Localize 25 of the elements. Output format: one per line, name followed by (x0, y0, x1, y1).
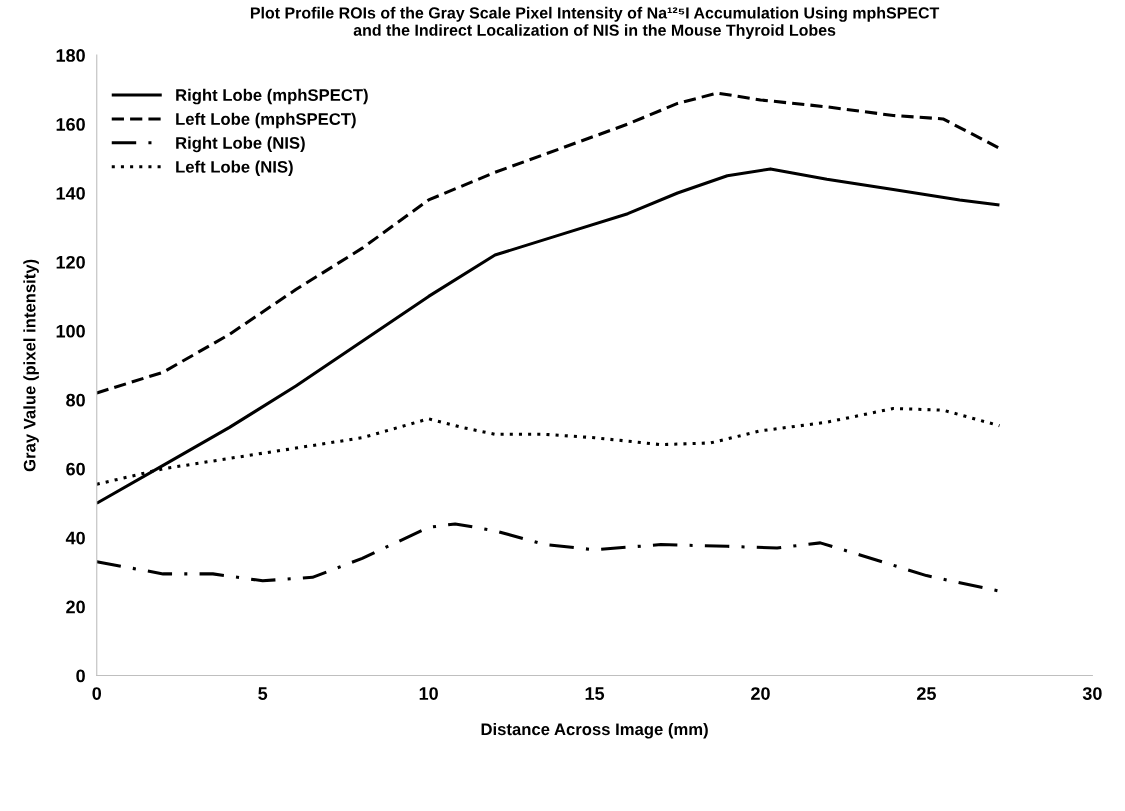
y-tick-label: 180 (56, 49, 85, 62)
y-tick-label: 20 (66, 600, 85, 614)
y-tick-label: 60 (66, 462, 85, 476)
y-tick-label: 0 (76, 669, 85, 683)
x-tick-label: 30 (1082, 687, 1102, 700)
line-series (96, 522, 1001, 593)
x-tick-label: 20 (751, 687, 770, 700)
y-tick-label: 120 (56, 255, 85, 269)
legend-label: Right Lobe (mphSPECT) (176, 88, 368, 105)
x-tick-label: 15 (585, 687, 605, 700)
x-axis-title: Distance Across Image (mm) (481, 722, 708, 739)
y-tick-label: 140 (56, 186, 85, 200)
legend-label: Left Lobe (mphSPECT) (176, 112, 356, 129)
x-tick-label: 0 (92, 687, 102, 700)
y-tick-label: 80 (66, 393, 85, 407)
x-tick-label: 10 (419, 687, 438, 700)
chart-title: Plot Profile ROIs of the Gray Scale Pixel Intensity of Na¹²⁵I Accumulation Using mphSPECT and the Indirect Localization of NIS in the Mouse Thyroid Lobes (250, 6, 940, 40)
legend-label: Right Lobe (NIS) (176, 136, 305, 153)
y-tick-label: 160 (56, 118, 85, 131)
y-axis-title: Gray Value (pixel intensity) (23, 259, 39, 472)
x-tick-label: 25 (917, 687, 936, 700)
legend-label: Left Lobe (NIS) (176, 160, 293, 177)
x-tick-label: 5 (258, 687, 268, 700)
y-tick-label: 100 (56, 324, 85, 338)
y-tick-label: 40 (65, 531, 85, 545)
